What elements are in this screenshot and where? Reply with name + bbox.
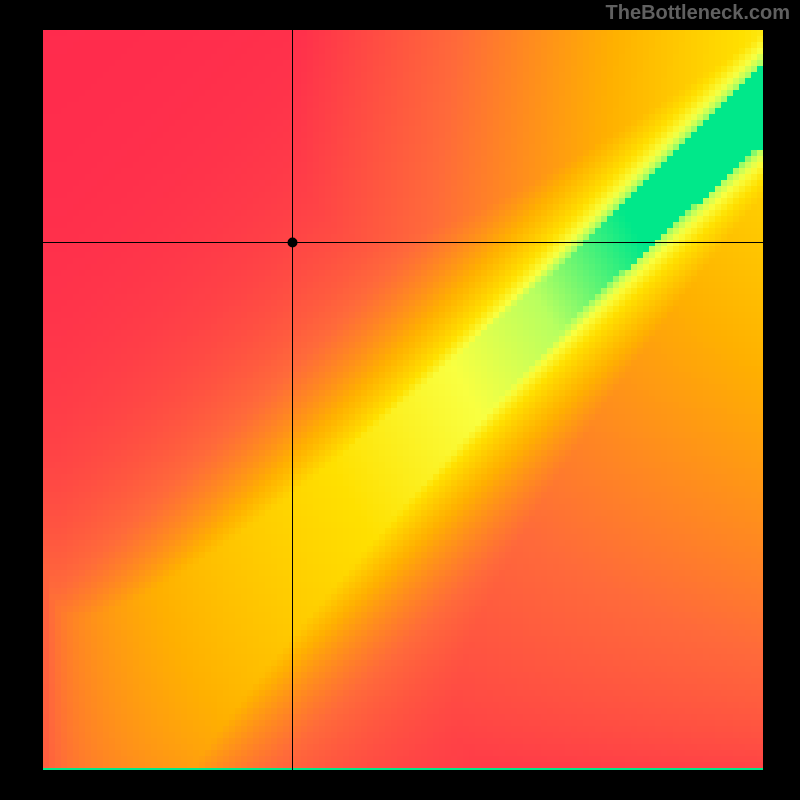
chart-frame: TheBottleneck.com [0, 0, 800, 800]
heatmap-plot-area [43, 30, 763, 770]
watermark-text: TheBottleneck.com [606, 2, 790, 25]
heatmap-canvas [43, 30, 763, 770]
